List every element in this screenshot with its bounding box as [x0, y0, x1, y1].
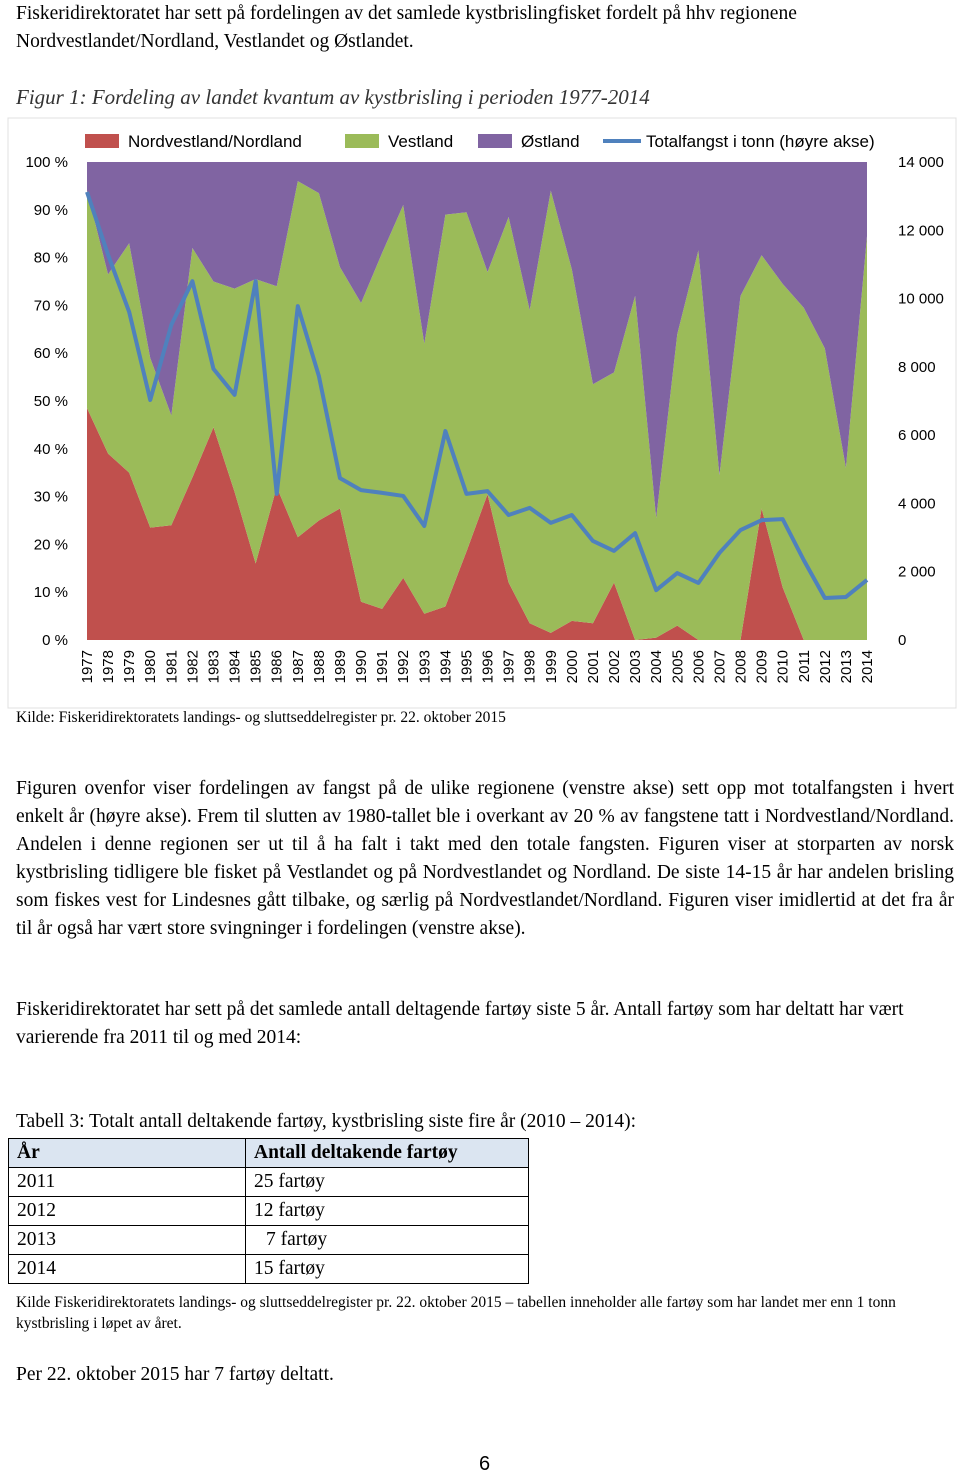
- table: År Antall deltakende fartøy 2011 25 fartø…: [8, 1138, 529, 1284]
- y-tick-label: 40 %: [34, 441, 68, 458]
- table-source: Kilde Fiskeridirektoratets landings- og …: [16, 1294, 896, 1332]
- y-tick-label: 70 %: [34, 297, 68, 314]
- x-tick-label: 1993: [416, 650, 433, 683]
- y-tick-label: 20 %: [34, 536, 68, 553]
- cell: 2014: [8, 1254, 246, 1284]
- x-tick-label: 1982: [184, 650, 201, 683]
- x-tick-label: 1986: [269, 650, 286, 683]
- x-tick-label: 2012: [817, 650, 834, 683]
- x-tick-label: 1996: [480, 650, 497, 683]
- chart-title: Figur 1: Fordeling av landet kvantum av …: [15, 85, 650, 109]
- y2-tick-label: 12 000: [898, 222, 944, 239]
- cell: 7 fartøy: [245, 1225, 529, 1255]
- table-row: 2014 15 fartøy: [8, 1254, 529, 1284]
- y-tick-label: 100 %: [25, 154, 68, 171]
- x-tick-label: 2013: [838, 650, 855, 683]
- chart-source: Kilde: Fiskeridirektoratets landings- og…: [16, 709, 506, 726]
- x-tick-label: 1995: [458, 650, 475, 683]
- x-tick-label: 2007: [711, 650, 728, 683]
- legend-text: Nordvestland/Nordland: [128, 132, 302, 151]
- header-cell: År: [8, 1138, 246, 1168]
- y2-tick-label: 10 000: [898, 291, 944, 308]
- y2-tick-label: 14 000: [898, 154, 944, 171]
- cell: 15 fartøy: [245, 1254, 529, 1284]
- legend-text: Vestland: [388, 132, 453, 151]
- y2-tick-label: 8 000: [898, 359, 936, 376]
- x-tick-label: 1981: [163, 650, 180, 683]
- x-tick-label: 1977: [79, 650, 96, 683]
- line: [85, 191, 869, 601]
- paragraph: Fiskeridirektoratet har sett på det saml…: [16, 999, 904, 1048]
- x-tick-label: 1998: [522, 650, 539, 683]
- x-tick-label: 1997: [501, 650, 518, 683]
- legend-swatch: [478, 134, 512, 148]
- legend-text: Totalfangst i tonn (høyre akse): [646, 132, 875, 151]
- y2-tick-label: 4 000: [898, 495, 936, 512]
- area: [87, 162, 867, 519]
- page-number: 6: [479, 1453, 491, 1475]
- chart-frame: [7, 117, 957, 709]
- x-tick-label: 2002: [606, 650, 623, 683]
- legend-swatch: [85, 134, 119, 148]
- x-tick-label: 1991: [374, 650, 391, 683]
- y-tick-label: 0 %: [42, 632, 68, 649]
- x-tick-label: 2009: [754, 650, 771, 683]
- y-tick-label: 60 %: [34, 345, 68, 362]
- x-tick-label: 2011: [796, 650, 813, 682]
- table-header: År Antall deltakende fartøy: [8, 1138, 529, 1168]
- x-tick-label: 2006: [690, 650, 707, 683]
- x-tick-label: 2014: [859, 650, 876, 683]
- area: [87, 408, 867, 640]
- y-tick-label: 90 %: [34, 202, 68, 219]
- table-row: 2013 7 fartøy: [8, 1225, 529, 1255]
- legend-swatch: [345, 134, 379, 148]
- paragraph: Figuren ovenfor viser fordelingen av fan…: [16, 778, 954, 939]
- x-tick-label: 1988: [311, 650, 328, 683]
- x-tick-label: 1985: [248, 650, 265, 683]
- area: [87, 181, 867, 640]
- header-cell: Antall deltakende fartøy: [245, 1138, 529, 1168]
- closing: Per 22. oktober 2015 har 7 fartøy deltat…: [16, 1364, 334, 1385]
- x-tick-label: 2005: [669, 650, 686, 683]
- y-tick-label: 10 %: [34, 584, 68, 601]
- x-tick-label: 1980: [142, 650, 159, 683]
- table-row: 2012 12 fartøy: [8, 1196, 529, 1226]
- x-tick-label: 1979: [121, 650, 138, 683]
- cell: 12 fartøy: [245, 1196, 529, 1226]
- legend-text: Østland: [521, 132, 580, 151]
- x-tick-label: 2008: [733, 650, 750, 683]
- cell: 2011: [8, 1167, 246, 1197]
- y-tick-label: 50 %: [34, 393, 68, 410]
- chart: Figur 1: Fordeling av landet kvantum av …: [7, 85, 957, 726]
- x-tick-label: 2001: [585, 650, 602, 683]
- y-tick-label: 30 %: [34, 489, 68, 506]
- x-tick-label: 1978: [100, 650, 117, 683]
- table-caption: Tabell 3: Totalt antall deltakende fartø…: [16, 1111, 637, 1132]
- y2-tick-label: 6 000: [898, 427, 936, 444]
- x-tick-label: 1994: [437, 650, 454, 683]
- cell: 2012: [8, 1196, 246, 1226]
- x-tick-label: 1990: [353, 650, 370, 683]
- cell: 2013: [8, 1225, 246, 1255]
- x-tick-label: 1987: [290, 650, 307, 683]
- intro: Fiskeridirektoratet har sett på fordelin…: [16, 3, 797, 52]
- cell: 25 fartøy: [245, 1167, 529, 1197]
- x-tick-label: 1989: [332, 650, 349, 683]
- x-tick-label: 2003: [627, 650, 644, 683]
- x-tick-label: 1984: [227, 650, 244, 683]
- y2-tick-label: 2 000: [898, 564, 936, 581]
- x-tick-label: 1992: [395, 650, 412, 683]
- x-tick-label: 1999: [543, 650, 560, 683]
- x-tick-label: 2010: [775, 650, 792, 683]
- x-tick-label: 2004: [648, 650, 665, 683]
- y2-tick-label: 0: [898, 632, 906, 649]
- x-tick-label: 2000: [564, 650, 581, 683]
- table-row: 2011 25 fartøy: [8, 1167, 529, 1197]
- x-tick-label: 1983: [205, 650, 222, 683]
- y-tick-label: 80 %: [34, 250, 68, 267]
